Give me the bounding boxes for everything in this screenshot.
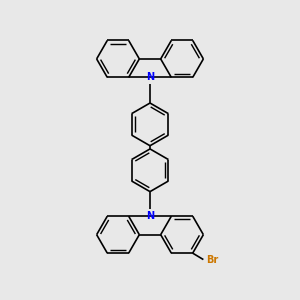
Text: Br: Br [206, 255, 218, 265]
Text: N: N [146, 72, 154, 82]
Text: N: N [146, 211, 154, 221]
